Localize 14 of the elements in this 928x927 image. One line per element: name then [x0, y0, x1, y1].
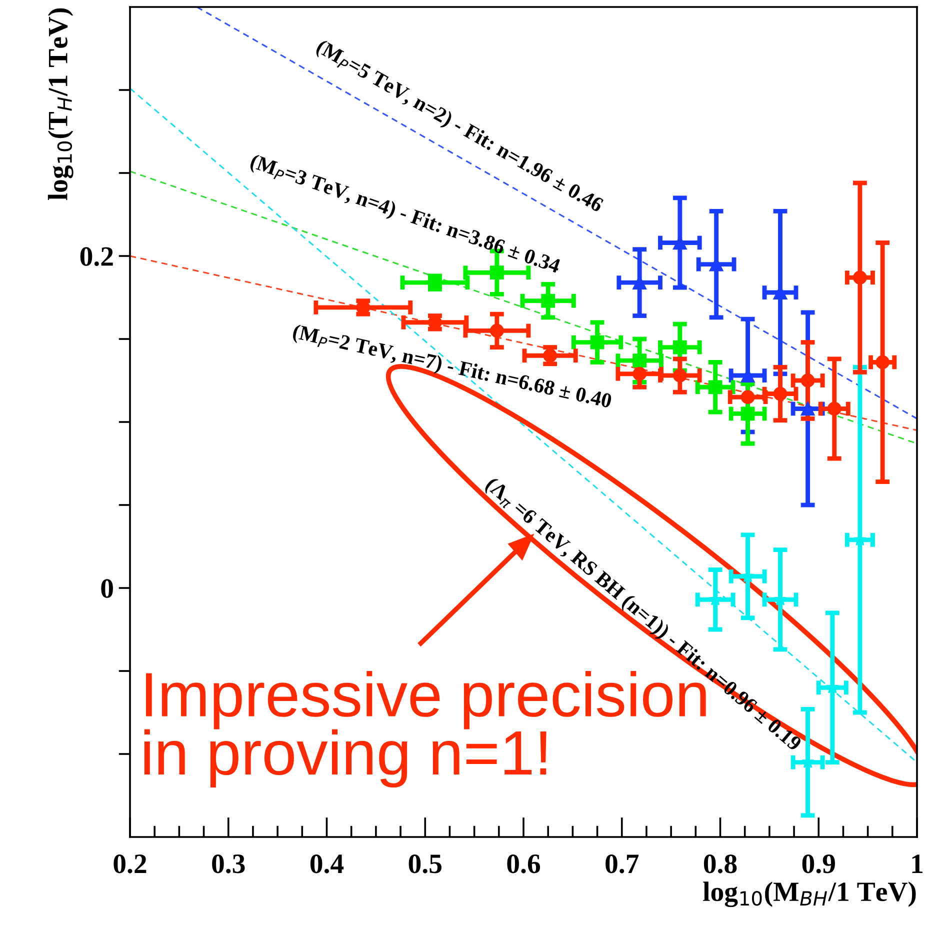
x-axis-title: log$_{10}$(M$_{BH}$/1 TeV): [703, 882, 916, 908]
x-tick-label: 0.8: [704, 854, 737, 874]
x-tick-label: 0.2: [114, 854, 146, 874]
x-tick-label: 0.6: [507, 854, 540, 874]
annotation: Impressive precision in proving n=1!: [144, 671, 706, 788]
y-axis-title: log$_{10}$(T$_{H}$/1 TeV): [48, 8, 74, 200]
x-tick-label: 0.9: [802, 854, 835, 874]
x-tick-label: 0.7: [606, 854, 639, 874]
x-tick-label: 0.3: [212, 854, 245, 874]
x-tick-label: 0.4: [310, 854, 344, 874]
x-tick-label: 1: [912, 854, 923, 873]
annotation: (M$_{P}$=2 TeV, n=7) - Fit: n=6.68 ± 0.40: [291, 324, 612, 412]
x-tick-label: 0.5: [408, 854, 442, 874]
y-tick-label: 0: [101, 579, 113, 598]
